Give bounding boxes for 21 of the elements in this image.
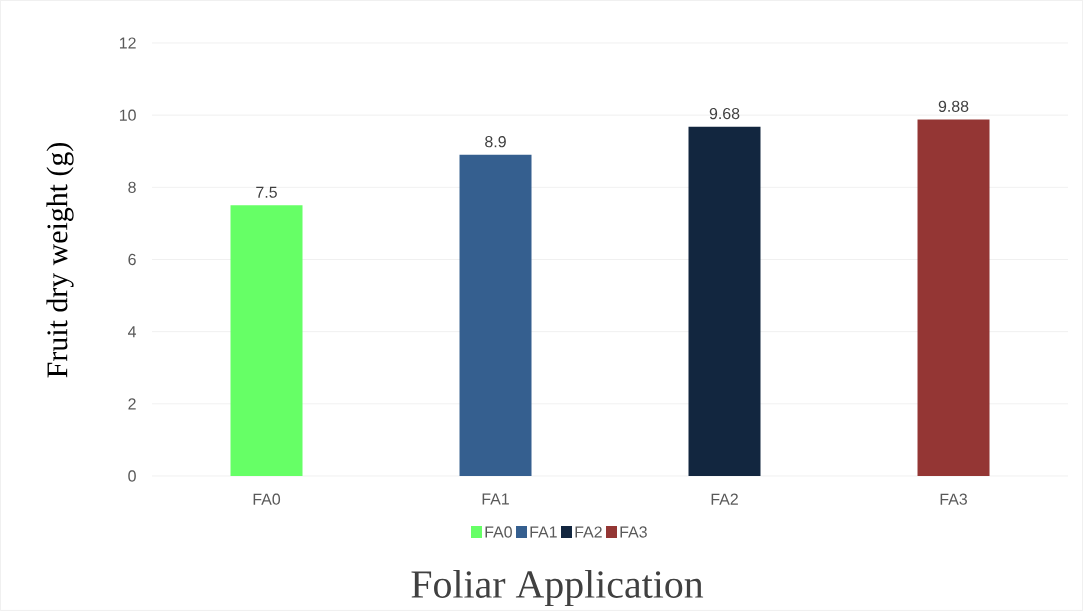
- legend-label: FA3: [620, 526, 647, 538]
- y-axis-title: Fruit dry weight (g): [46, 143, 74, 378]
- y-tick-label: 12: [119, 37, 136, 49]
- y-tick-label: 10: [119, 109, 136, 121]
- x-tick-label: FA3: [940, 493, 967, 505]
- legend-label: FA0: [485, 526, 512, 538]
- y-tick-label: 4: [127, 326, 137, 338]
- y-tick-label: 6: [128, 253, 136, 266]
- y-tick-label: 0: [128, 470, 136, 482]
- x-tick-label: FA1: [482, 493, 509, 505]
- x-tick-label: FA0: [253, 493, 281, 505]
- data-label: 8.9: [485, 136, 506, 148]
- data-label: 9.88: [938, 100, 969, 112]
- y-tick-label: 2: [128, 398, 136, 410]
- data-label: 7.5: [256, 186, 277, 198]
- data-label: 9.68: [709, 107, 740, 120]
- x-tick-label: FA2: [711, 493, 738, 505]
- x-axis-title: Foliar Application: [411, 569, 704, 607]
- legend-label: FA1: [530, 526, 557, 538]
- legend-label: FA2: [575, 526, 602, 538]
- y-tick-label: 8: [128, 181, 136, 193]
